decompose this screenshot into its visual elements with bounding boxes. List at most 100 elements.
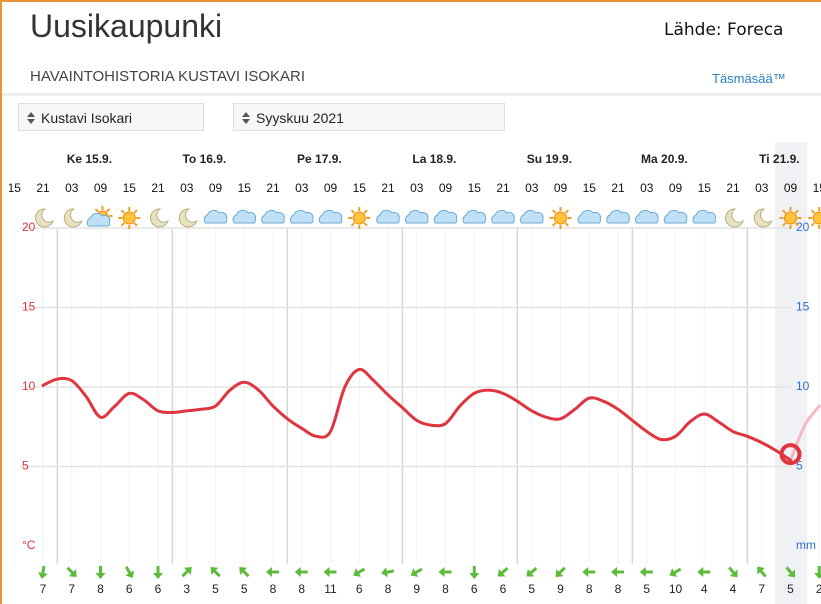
wind-speed: 2 <box>816 582 821 596</box>
wind-speed: 7 <box>40 582 47 596</box>
wind-speed: 5 <box>528 582 535 596</box>
wind-speed: 9 <box>557 582 564 596</box>
sun-ray <box>552 222 557 227</box>
source: Lähde: Foreca <box>664 20 784 40</box>
hour-label: 03 <box>525 181 539 195</box>
hour-label: 21 <box>611 181 625 195</box>
hour-label: 15 <box>468 181 482 195</box>
sun-ray <box>133 222 138 227</box>
moon <box>178 208 198 228</box>
wind-arrow <box>555 566 566 577</box>
hour-label: 09 <box>324 181 338 195</box>
cloud <box>635 209 659 224</box>
wind-arrow <box>266 567 279 577</box>
hour-label: 15 <box>123 181 137 195</box>
sun-ray <box>564 209 569 214</box>
wind-speed: 5 <box>212 582 219 596</box>
hour-label: 21 <box>726 181 740 195</box>
hour-label: 09 <box>554 181 568 195</box>
hour-label: 21 <box>266 181 280 195</box>
wind-arrow <box>497 566 509 577</box>
day-label: Ma 20.9. <box>641 152 688 166</box>
wind-speed: 5 <box>241 582 248 596</box>
moon <box>63 208 83 228</box>
cloud <box>232 209 256 224</box>
day-label: Ti 21.9. <box>759 152 799 166</box>
wind-speed: 5 <box>643 582 650 596</box>
day-label: Ke 15.9. <box>67 152 112 166</box>
wind-speed: 7 <box>68 582 75 596</box>
y-tick-label: 20 <box>22 220 36 234</box>
wind-arrow <box>814 566 821 579</box>
cloud <box>86 212 111 227</box>
sun <box>784 211 797 225</box>
sun-ray <box>120 222 126 227</box>
hour-label: 15 <box>813 181 821 195</box>
cloud <box>376 209 400 224</box>
cloud <box>433 209 458 224</box>
hour-label: 09 <box>669 181 683 195</box>
hour-label: 21 <box>151 181 165 195</box>
hour-label: 21 <box>36 181 50 195</box>
wind-arrow <box>582 567 596 577</box>
sun-ray <box>133 209 138 214</box>
sun-ray <box>106 208 111 213</box>
wind-speed: 6 <box>155 582 162 596</box>
wind-arrow <box>210 567 221 578</box>
y2-tick-label: 5 <box>796 459 803 473</box>
month-select[interactable]: Syyskuu 2021 <box>233 103 505 131</box>
wind-speed: 6 <box>126 582 133 596</box>
wind-arrow <box>410 567 423 577</box>
moon <box>753 208 773 228</box>
cloud <box>577 209 601 224</box>
wind-arrow <box>438 567 452 577</box>
wind-arrow <box>124 566 135 579</box>
sun <box>352 211 366 225</box>
month-select-text: Syyskuu 2021 <box>256 110 344 126</box>
wind-arrow <box>727 566 738 578</box>
wind-arrow <box>181 567 192 578</box>
hour-label: 09 <box>209 181 223 195</box>
wind-arrow <box>469 566 480 579</box>
temperature-line <box>41 368 792 462</box>
cloud <box>318 209 343 224</box>
sun <box>812 211 821 225</box>
day-label: Su 19.9. <box>527 152 572 166</box>
wind-arrow <box>353 567 366 577</box>
y-tick-label: 10 <box>22 379 36 393</box>
hour-label: 15 <box>8 181 22 195</box>
wind-speed: 7 <box>758 582 765 596</box>
wind-speed: 8 <box>442 582 449 596</box>
hour-label: 03 <box>295 181 309 195</box>
cloud <box>692 209 716 224</box>
wind-arrow <box>757 566 767 578</box>
y-tick-label: 15 <box>22 300 36 314</box>
day-label: Pe 17.9. <box>297 152 342 166</box>
y2-tick-label: 20 <box>796 220 810 234</box>
wind-speed: 6 <box>471 582 478 596</box>
cloud <box>405 209 429 224</box>
hour-label: 15 <box>698 181 712 195</box>
wind-speed: 9 <box>413 582 420 596</box>
sun-ray <box>363 209 368 214</box>
hour-label: 03 <box>180 181 194 195</box>
wind-speed: 4 <box>730 582 737 596</box>
wind-speed: 3 <box>183 582 190 596</box>
y-tick-label: 5 <box>22 459 29 473</box>
select-arrows <box>242 112 250 124</box>
station-select[interactable]: Kustavi Isokari <box>18 103 204 131</box>
page-title: Uusikaupunki <box>30 8 223 44</box>
sun-ray <box>782 209 787 214</box>
moon <box>35 208 54 228</box>
wind-speed: 11 <box>324 582 337 596</box>
station-select-text: Kustavi Isokari <box>41 110 133 126</box>
brand-link[interactable]: Täsmäsää™ <box>712 71 786 86</box>
sun <box>122 211 136 225</box>
hour-label: 03 <box>65 181 79 195</box>
hour-label: 15 <box>238 181 252 195</box>
wind-speed: 6 <box>356 582 363 596</box>
cloud <box>606 209 630 224</box>
sun-ray <box>794 222 799 227</box>
sun-ray <box>120 209 126 214</box>
